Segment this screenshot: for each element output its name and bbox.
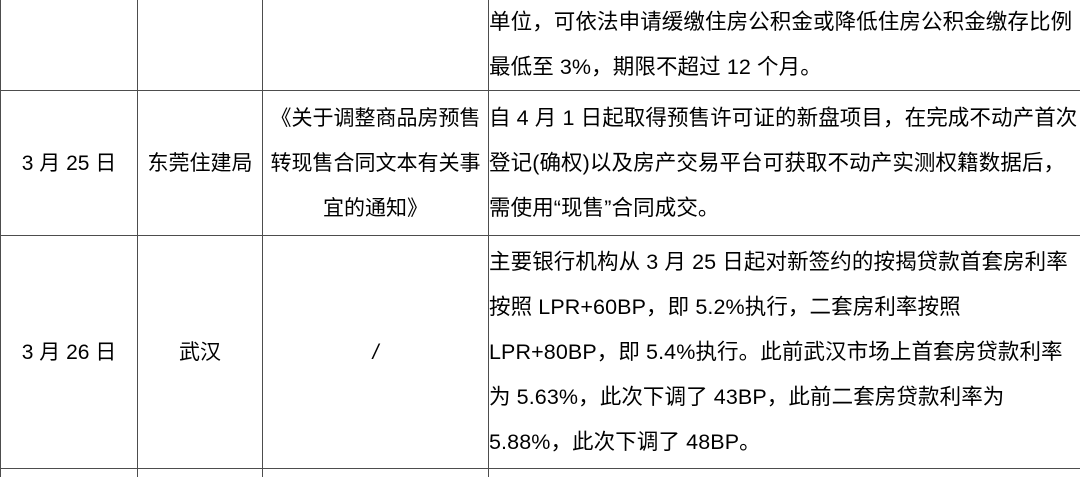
cell-document-title [262,0,489,91]
table-row: 3 月 25 日 东莞住建局 《关于调整商品房预售转现售合同文本有关事宜的通知》… [0,90,1080,236]
cell-detail [488,468,1080,477]
cell-issuer: 东莞住建局 [137,90,263,236]
cell-detail: 自 4 月 1 日起取得预售许可证的新盘项目，在完成不动产首次登记(确权)以及房… [488,90,1080,236]
cell-issuer: 武汉 [137,235,263,469]
table-row: 3 月 26 日 武汉 / 主要银行机构从 3 月 25 日起对新签约的按揭贷款… [0,235,1080,469]
cell-document-title [262,468,489,477]
table-row: 单位，可依法申请缓缴住房公积金或降低住房公积金缴存比例最低至 3%，期限不超过 … [0,0,1080,91]
cell-document-title: / [262,235,489,469]
cell-date [0,0,138,91]
cell-document-title: 《关于调整商品房预售转现售合同文本有关事宜的通知》 [262,90,489,236]
cell-issuer [137,0,263,91]
cell-issuer [137,468,263,477]
cell-date: 3 月 25 日 [0,90,138,236]
cell-detail: 单位，可依法申请缓缴住房公积金或降低住房公积金缴存比例最低至 3%，期限不超过 … [488,0,1080,91]
table-row [0,468,1080,477]
cell-date [0,468,138,477]
cell-date: 3 月 26 日 [0,235,138,469]
cell-detail: 主要银行机构从 3 月 25 日起对新签约的按揭贷款首套房利率按照 LPR+60… [488,235,1080,469]
